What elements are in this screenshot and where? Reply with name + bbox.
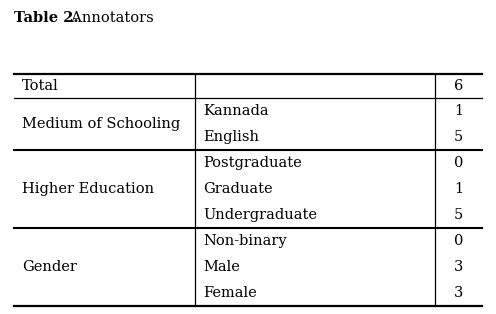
Text: Medium of Schooling: Medium of Schooling — [22, 117, 180, 131]
Text: 0: 0 — [454, 234, 463, 248]
Text: Undergraduate: Undergraduate — [203, 208, 317, 222]
Text: Gender: Gender — [22, 260, 77, 274]
Text: Total: Total — [22, 79, 59, 93]
Text: Graduate: Graduate — [203, 182, 273, 196]
Text: Non-binary: Non-binary — [203, 234, 287, 248]
Text: 3: 3 — [454, 286, 463, 300]
Text: English: English — [203, 130, 259, 144]
Text: Higher Education: Higher Education — [22, 182, 154, 196]
Text: 1: 1 — [454, 182, 463, 196]
Text: Female: Female — [203, 286, 257, 300]
Text: 5: 5 — [454, 208, 463, 222]
Text: 3: 3 — [454, 260, 463, 274]
Text: Male: Male — [203, 260, 240, 274]
Text: 5: 5 — [454, 130, 463, 144]
Text: Table 2.: Table 2. — [14, 11, 78, 25]
Text: Kannada: Kannada — [203, 104, 269, 118]
Text: Annotators: Annotators — [62, 11, 154, 25]
Text: Postgraduate: Postgraduate — [203, 156, 302, 170]
Text: 1: 1 — [454, 104, 463, 118]
Text: 0: 0 — [454, 156, 463, 170]
Text: 6: 6 — [454, 79, 463, 93]
